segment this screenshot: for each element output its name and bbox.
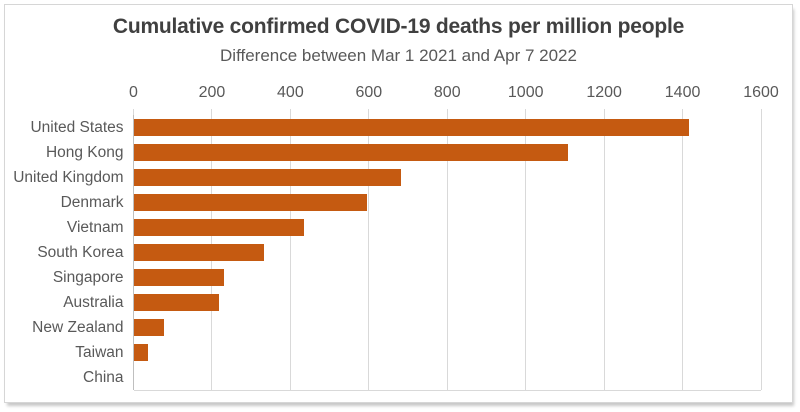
gridline (682, 114, 684, 390)
gridline (289, 114, 291, 390)
category-label: China (83, 368, 124, 386)
bar (133, 343, 148, 361)
tick-mark (603, 108, 605, 115)
tick-mark (525, 108, 527, 115)
gridline (603, 114, 605, 390)
bar (133, 218, 305, 236)
tick-mark (682, 108, 684, 115)
category-label: South Korea (37, 243, 124, 261)
category-label: Hong Kong (45, 143, 124, 161)
category-label: Australia (63, 293, 124, 311)
category-label: New Zealand (32, 318, 124, 336)
tick-mark (446, 108, 448, 115)
bar (133, 293, 219, 311)
x-axis-tick-label: 1400 (664, 84, 701, 101)
tick-mark (760, 108, 762, 115)
chart-title: Cumulative confirmed COVID-19 deaths per… (112, 15, 685, 38)
bar (133, 318, 165, 336)
tick-mark (368, 108, 370, 115)
chart-subtitle: Difference between Mar 1 2021 and Apr 7 … (220, 46, 577, 65)
tick-mark (133, 108, 134, 115)
gridline (525, 114, 527, 390)
tick-mark (289, 108, 291, 115)
x-axis-tick-label: 800 (433, 84, 461, 101)
x-axis-baseline (133, 389, 761, 391)
bar (133, 143, 568, 161)
category-label: Vietnam (66, 218, 124, 236)
gridline (446, 114, 448, 390)
x-axis-tick-label: 200 (198, 84, 226, 101)
x-axis-tick-label: 400 (277, 84, 304, 101)
category-label: Taiwan (75, 343, 124, 361)
category-label: United States (30, 118, 124, 136)
category-label: United Kingdom (13, 168, 124, 186)
bar (133, 193, 368, 211)
x-axis-tick-label: 0 (129, 84, 138, 101)
bar (133, 268, 225, 286)
bar (133, 118, 690, 136)
bar (133, 168, 402, 186)
category-label: Denmark (60, 193, 124, 211)
x-axis-tick-label: 1200 (586, 84, 622, 101)
x-axis-tick-label: 600 (355, 84, 383, 101)
bar (133, 243, 265, 261)
gridline (368, 114, 370, 390)
chart-panel: Cumulative confirmed COVID-19 deaths per… (4, 4, 793, 403)
tick-mark (211, 108, 213, 115)
x-axis-tick-label: 1000 (507, 84, 544, 101)
category-label: Singapore (52, 268, 124, 286)
x-axis-tick-label: 1600 (743, 84, 779, 101)
gridline (760, 114, 762, 390)
